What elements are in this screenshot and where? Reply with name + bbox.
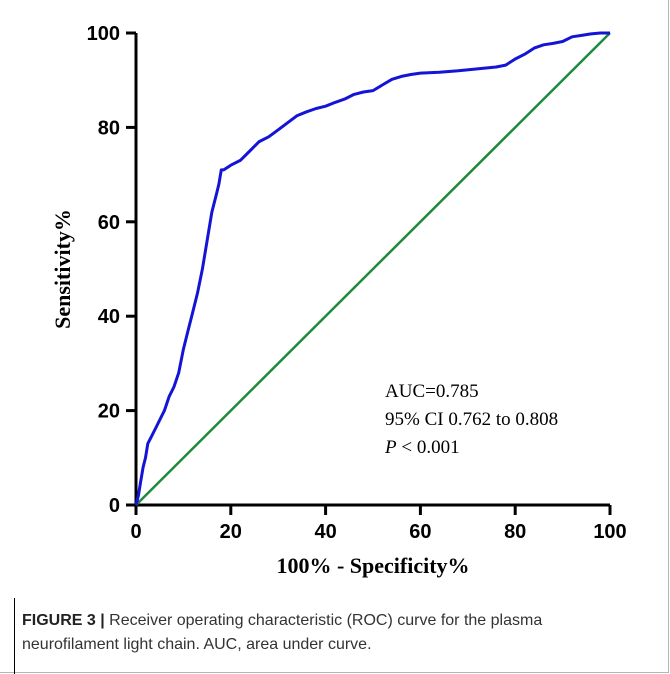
y-axis-title: Sensitivity% <box>50 209 75 329</box>
y-tick-label: 20 <box>98 401 120 423</box>
x-tick-label: 0 <box>130 521 141 543</box>
p-value: < 0.001 <box>397 437 460 458</box>
y-tick-label: 0 <box>109 495 120 517</box>
p-value-annotation: P < 0.001 <box>384 437 460 458</box>
ci-annotation: 95% CI 0.762 to 0.808 <box>385 409 558 430</box>
auc-annotation: AUC=0.785 <box>385 381 479 402</box>
caption-text: Receiver operating characteristic (ROC) … <box>22 612 543 653</box>
p-symbol: P <box>384 437 397 458</box>
figure-label: FIGURE 3 | <box>22 612 105 629</box>
y-tick-label: 60 <box>98 212 120 234</box>
y-tick-label: 40 <box>98 306 120 328</box>
y-tick-label: 100 <box>87 23 120 45</box>
caption-rule <box>14 598 15 674</box>
figure-caption: FIGURE 3 | Receiver operating characteri… <box>22 609 642 657</box>
x-tick-label: 40 <box>314 521 336 543</box>
x-tick-label: 20 <box>220 521 242 543</box>
x-tick-label: 100 <box>593 521 626 543</box>
reference-diagonal-line <box>135 32 611 506</box>
x-tick-label: 80 <box>504 521 526 543</box>
x-tick-label: 60 <box>409 521 431 543</box>
x-axis-title: 100% - Specificity% <box>276 553 469 578</box>
roc-curve-line <box>134 31 610 506</box>
roc-chart: 0 20 40 60 80 100 0 20 40 60 80 100 100% - Specifi… <box>50 23 627 578</box>
y-tick-label: 80 <box>98 117 120 139</box>
